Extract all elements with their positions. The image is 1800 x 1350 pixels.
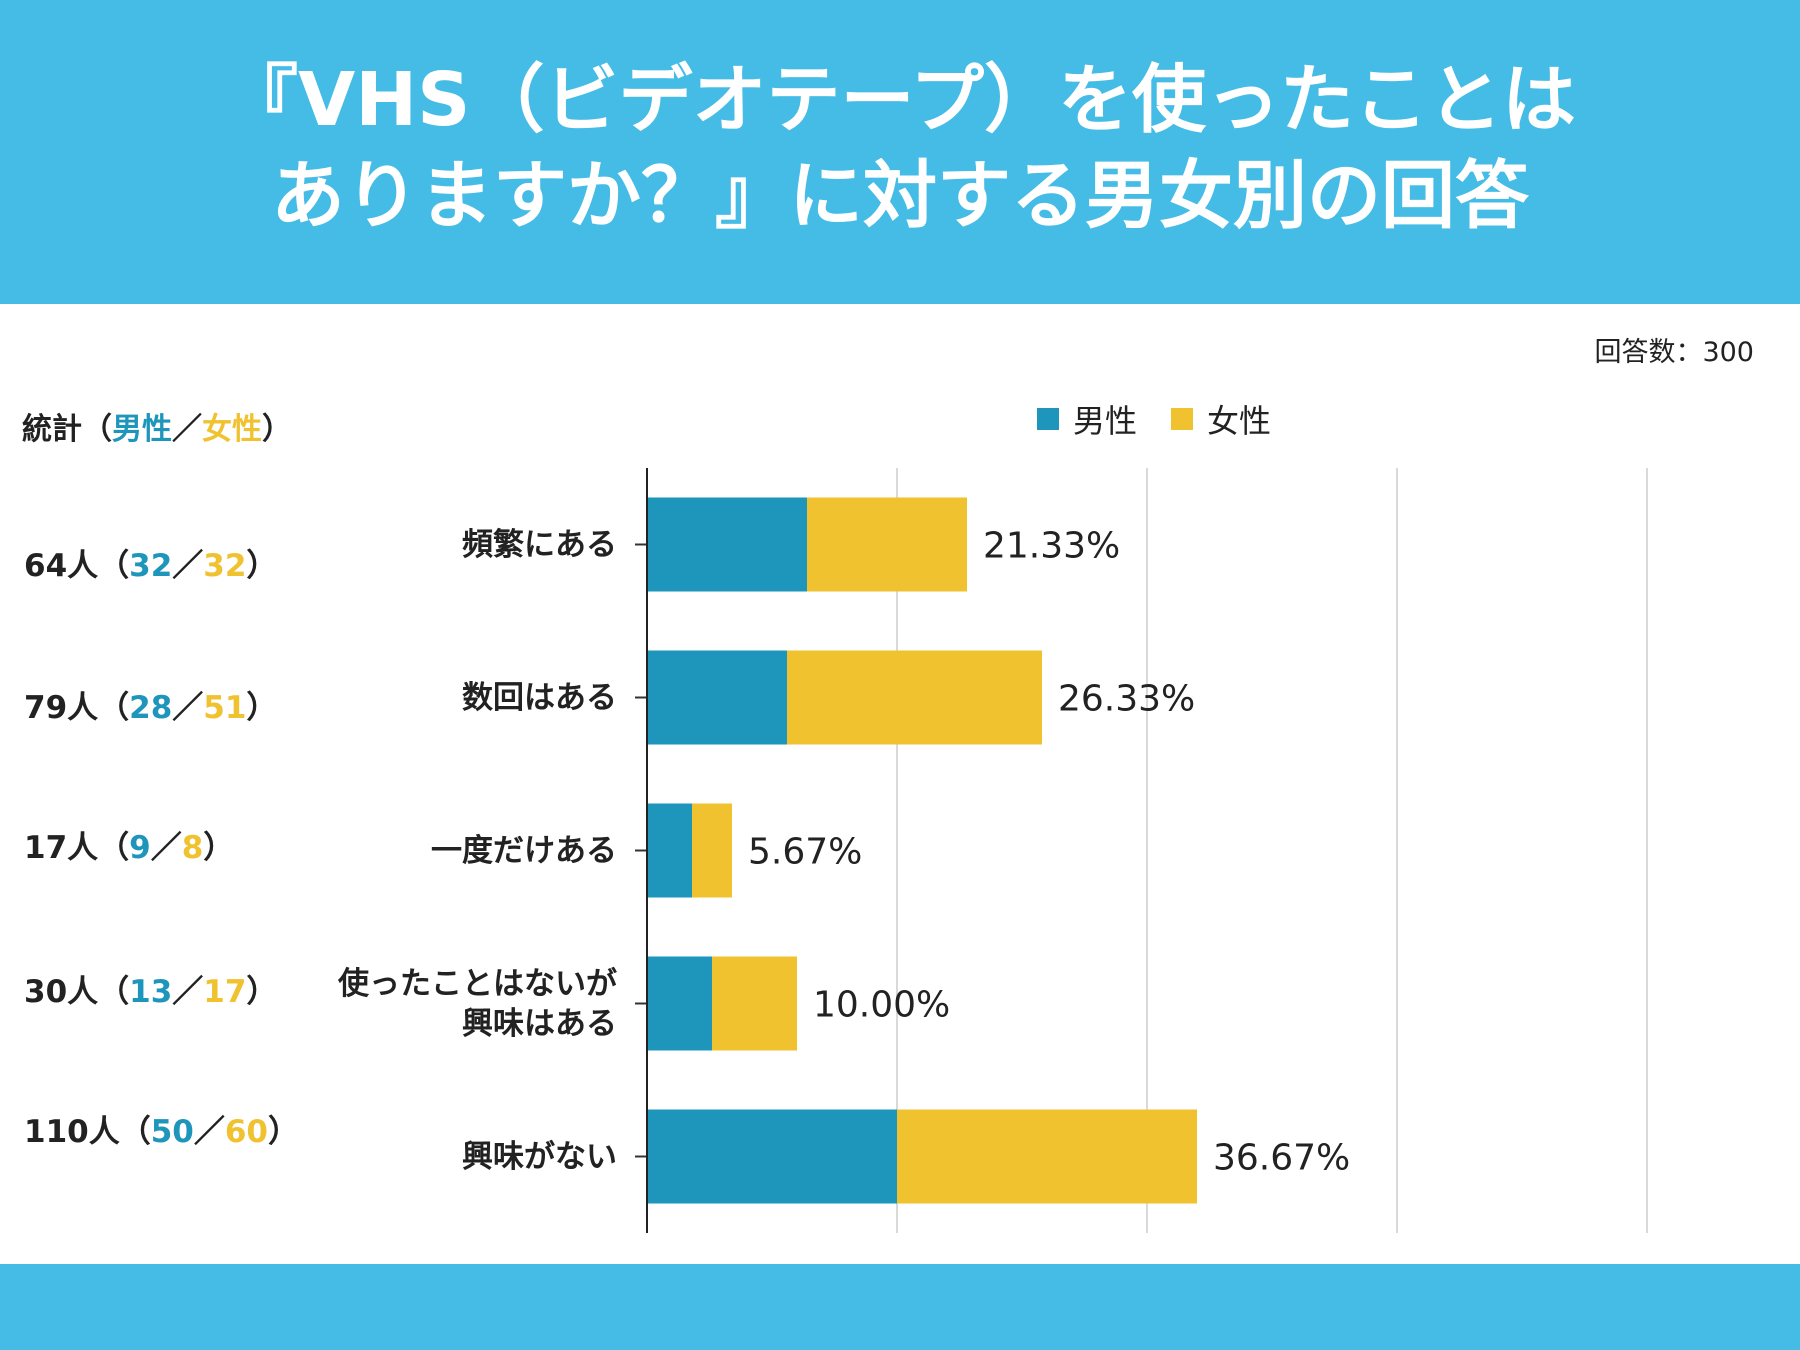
stat-female: 17 [203,974,247,1010]
stat-total: 30人（ [24,974,130,1010]
data-label: 26.33% [1058,679,1195,720]
stacked-bar-chart: 21.33% 26.33% 5.67% 10.00% 36.67% [635,468,1648,1233]
stat-total: 64人（ [24,548,130,584]
bar-male [647,650,787,745]
data-label: 10.00% [813,985,950,1026]
stat-row: 30人（13／17） [24,972,277,1012]
stat-end: ） [268,1114,299,1150]
stat-female: 8 [181,830,204,866]
legend-item-female: 女性 [1171,396,1271,442]
stat-row: 64人（32／32） [24,546,277,586]
stat-row: 79人（28／51） [24,688,277,728]
category-label-line: 数回はある [462,679,617,716]
stat-sep: ／ [172,690,204,726]
bar-male [647,1109,897,1204]
category-label: 頻繁にある [462,525,617,565]
bar-female [807,497,967,592]
stat-sep: ／ [193,1114,225,1150]
stat-row: 17人（9／8） [24,828,234,868]
stats-header-sep: ／ [172,412,202,447]
stat-sep: ／ [150,830,182,866]
stat-end: ） [203,830,235,866]
bar-female [787,650,1042,745]
category-label-line: 頻繁にある [462,526,617,563]
bar-female [712,956,797,1051]
data-label: 5.67% [748,832,862,873]
stat-male: 32 [129,548,173,584]
category-label: 使ったことはないが 興味はある [338,964,617,1044]
stat-total: 17人（ [24,830,130,866]
stats-header-male: 男性 [112,412,172,447]
bar-female [692,803,732,898]
bar-male [647,803,692,898]
stat-sep: ／ [172,548,204,584]
data-label: 36.67% [1213,1138,1350,1179]
bar-male [647,497,807,592]
data-label: 21.33% [983,526,1120,567]
header-banner: 『VHS（ビデオテープ）を使ったことは ありますか？』に対する男女別の回答 [0,0,1800,304]
legend-swatch-female [1171,408,1194,430]
stat-male: 9 [129,830,151,866]
category-label: 数回はある [462,678,617,718]
stat-male: 28 [129,690,173,726]
category-label: 興味がない [462,1137,617,1177]
stat-end: ） [246,690,278,726]
stat-end: ） [246,548,278,584]
stat-female: 51 [203,690,247,726]
legend-item-male: 男性 [1037,396,1137,442]
stat-end: ） [246,974,278,1010]
title-line-2: ありますか？』に対する男女別の回答 [271,153,1529,239]
stat-female: 32 [203,548,247,584]
category-label-line: 興味はある [462,1005,617,1042]
page-title: 『VHS（ビデオテープ）を使ったことは ありますか？』に対する男女別の回答 [0,52,1800,244]
respondent-count: 回答数：300 [1594,337,1754,368]
stats-header-suffix: ） [262,412,292,447]
stats-header-female: 女性 [202,412,262,447]
stat-male: 13 [129,974,173,1010]
stat-total: 110人（ [24,1114,151,1150]
legend-swatch-male [1037,408,1059,430]
stat-total: 79人（ [24,690,130,726]
category-label-line: 興味がない [462,1138,617,1175]
stats-header: 統計（男性／女性） [22,404,292,448]
legend-label-female: 女性 [1207,402,1272,440]
bar-male [647,956,712,1051]
stat-row: 110人（50／60） [24,1112,299,1152]
stats-header-prefix: 統計（ [22,412,112,447]
stat-male: 50 [150,1114,194,1150]
chart-legend: 男性 女性 [1037,396,1291,442]
legend-label-male: 男性 [1073,402,1138,440]
footer-banner [0,1264,1800,1350]
category-label-line: 使ったことはないが [338,965,617,1002]
stat-female: 60 [224,1114,268,1150]
bar-female [897,1109,1197,1204]
category-label: 一度だけある [431,831,617,871]
category-label-line: 一度だけある [431,832,617,869]
title-line-1: 『VHS（ビデオテープ）を使ったことは [223,57,1577,143]
stat-sep: ／ [172,974,204,1010]
